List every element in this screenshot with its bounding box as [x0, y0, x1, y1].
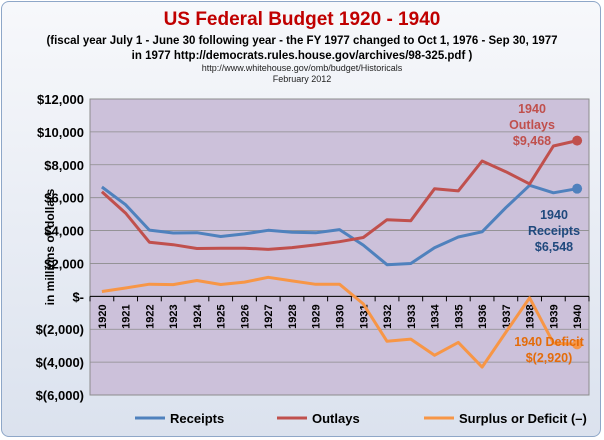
x-tick-label: 1927: [263, 304, 275, 328]
endpoint-marker-surplus-or-deficit: [572, 339, 583, 350]
annotation-surplus-or-deficit: 1940 Deficit $(2,920): [514, 335, 584, 365]
source-date: February 2012: [273, 74, 332, 84]
endpoint-markers: [572, 135, 583, 350]
series-line-surplus-or-deficit: [101, 275, 578, 369]
series-line-receipts: [101, 183, 578, 267]
chart-title: US Federal Budget 1920 - 1940: [164, 9, 441, 30]
x-tick-label: 1940: [572, 304, 584, 328]
y-tick-label: $-: [72, 289, 84, 304]
x-axis-ticks: 1920 1921 1922 1923 1924 1925 1926 1927 1928 1929…: [97, 303, 584, 328]
legend-label-surplus-or-deficit: Surplus or Deficit (–): [459, 411, 587, 426]
x-tick-label: 1928: [287, 304, 299, 328]
y-axis-label: in millions of dollars: [43, 188, 57, 305]
y-tick-label: $2,000: [44, 256, 84, 271]
y-tick-label: $8,000: [44, 158, 84, 173]
y-tick-label: $(6,000): [36, 388, 84, 403]
x-tick-label: 1921: [121, 304, 133, 328]
chart-subtitle-line-1: (fiscal year July 1 - June 30 following …: [46, 35, 557, 47]
x-tick-label: 1933: [406, 304, 418, 328]
endpoint-marker-outlays: [572, 135, 583, 146]
x-tick-label: 1938: [525, 304, 537, 328]
legend: Receipts Outlays Surplus or Deficit (–): [135, 411, 587, 426]
plot-area: [89, 98, 590, 396]
y-tick-label: $10,000: [37, 125, 84, 140]
annotation-receipts: 1940 Receipts $6,548: [528, 208, 580, 254]
x-tick-label: 1929: [311, 304, 323, 328]
annotations: 1940 Outlays $9,468 1940 Receipts $6,548 1940 …: [509, 102, 585, 365]
x-tick-label: 1936: [477, 304, 489, 328]
x-tick-label: 1923: [168, 304, 180, 328]
gridlines: [89, 98, 590, 396]
endpoint-marker-receipts: [572, 183, 583, 194]
y-tick-label: $6,000: [44, 191, 84, 206]
x-tick-label: 1937: [501, 304, 513, 328]
y-tick-label: $12,000: [37, 92, 84, 107]
series-lines: [100, 139, 578, 369]
x-tick-label: 1920: [97, 304, 109, 328]
x-tick-label: 1922: [144, 304, 156, 328]
x-tick-label: 1930: [335, 304, 347, 328]
x-tick-label: 1939: [548, 304, 560, 328]
x-tick-label: 1925: [216, 304, 228, 328]
y-tick-label: $(4,000): [36, 355, 84, 370]
x-tick-label: 1924: [192, 303, 204, 328]
chart-subtitle-line-2: in 1977 http://democrats.rules.house.gov…: [132, 50, 473, 62]
source-url: http://www.whitehouse.gov/omb/budget/His…: [202, 63, 403, 73]
y-tick-label: $4,000: [44, 224, 84, 239]
annotation-outlays: 1940 Outlays $9,468: [509, 102, 555, 148]
x-tick-label: 1935: [453, 304, 465, 328]
legend-label-outlays: Outlays: [312, 411, 360, 426]
y-tick-label: $(2,000): [36, 322, 84, 337]
series-line-outlays: [100, 139, 578, 251]
x-tick-label: 1932: [382, 304, 394, 328]
y-axis-ticks: $(6,000) $(4,000) $(2,000) $- $2,000 $4,000 $6…: [36, 92, 84, 403]
x-tick-label: 1926: [239, 304, 251, 328]
x-tick-label: 1934: [430, 303, 442, 328]
legend-label-receipts: Receipts: [170, 411, 224, 426]
